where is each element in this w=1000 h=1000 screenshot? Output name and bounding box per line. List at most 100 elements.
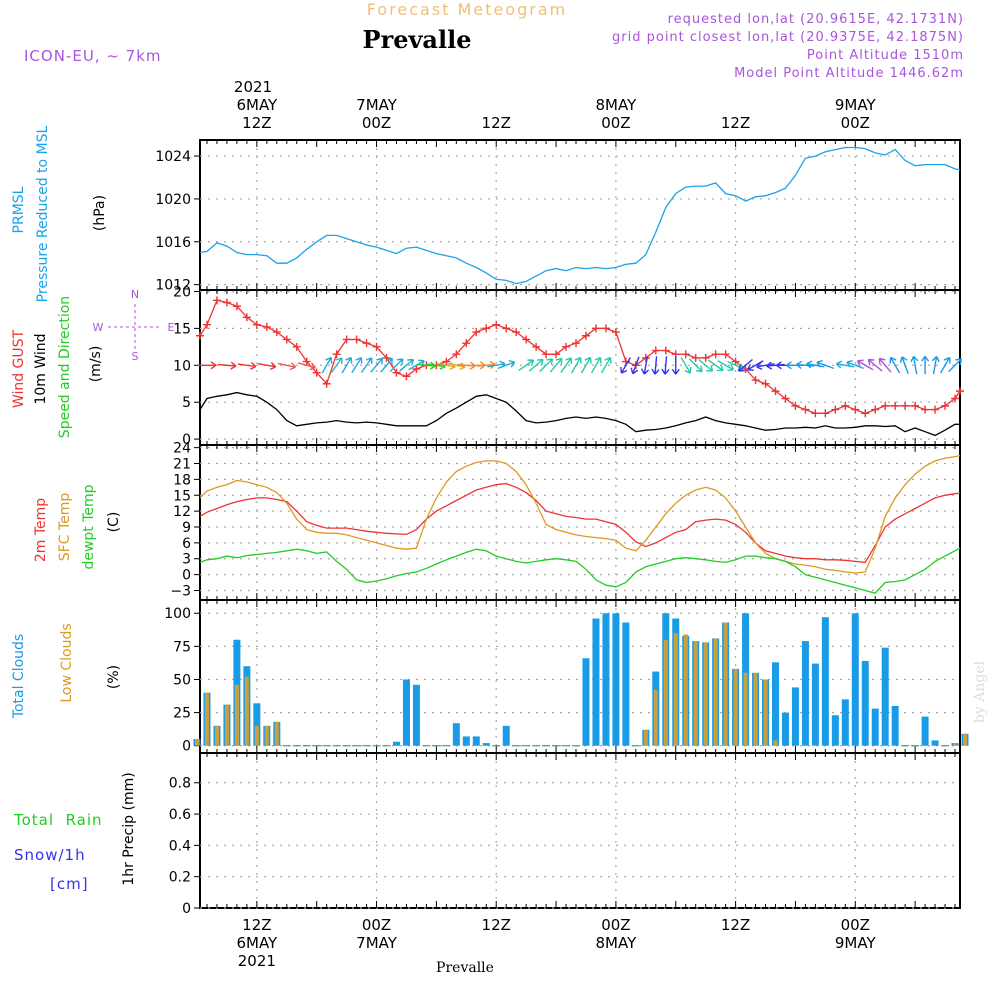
series-line-dewpt-temp — [199, 547, 961, 594]
gust-marker — [262, 322, 271, 331]
low-cloud-bar — [953, 743, 958, 746]
top-axis-year: 2021 — [234, 78, 272, 96]
wind-direction-arrow — [217, 361, 237, 370]
total-cloud-bar — [602, 613, 610, 746]
temp-unit-label: (C) — [106, 512, 122, 533]
wind-direction-arrow — [867, 358, 883, 372]
wind-direction-arrow — [688, 358, 703, 373]
wind-direction-arrow — [257, 362, 277, 371]
bottom-axis-hour-label: 00Z — [841, 916, 870, 934]
gust-marker — [542, 350, 551, 359]
wind-direction-arrow — [816, 359, 835, 370]
low-cloud-bar — [264, 725, 269, 746]
total-cloud-bar — [821, 617, 829, 746]
gust-marker — [956, 387, 964, 396]
bottom-axis-day-label: 8MAY — [596, 934, 638, 952]
bottom-axis-day-label: 7MAY — [356, 934, 398, 952]
wind-direction-arrow — [330, 357, 343, 374]
location-title: Prevalle — [363, 25, 472, 54]
total-cloud-bar — [622, 622, 630, 746]
pressure-labels: PRMSL Pressure Reduced to MSL (hPa) — [11, 125, 108, 302]
gust-marker — [232, 302, 241, 311]
wind-direction-arrow — [737, 358, 753, 372]
total-cloud-bar — [462, 736, 470, 746]
gust-marker — [661, 346, 670, 355]
total-cloud-bar — [791, 687, 799, 746]
wind-direction-arrow — [835, 360, 855, 369]
gust-marker — [611, 328, 620, 337]
panel-frame — [199, 752, 961, 909]
total-cloud-bar — [472, 736, 480, 746]
series-line-10m-wind — [199, 391, 960, 437]
total-cloud-bar — [253, 703, 261, 746]
wind-direction-arrow — [549, 357, 563, 373]
wind-direction-arrow — [921, 355, 930, 375]
grid-point-coordinates: grid point closest lon,lat (20.9375E, 42… — [612, 30, 964, 45]
model-point-altitude: Model Point Altitude 1446.62m — [734, 66, 964, 81]
top-axis-hour-label: 00Z — [601, 114, 630, 132]
wind-gust-label: Wind GUST — [11, 329, 27, 408]
gust-marker — [761, 379, 770, 388]
gust-marker — [891, 401, 900, 410]
top-axis-hour-label: 12Z — [242, 114, 271, 132]
y-tick-label: 0 — [182, 901, 191, 917]
gust-marker — [651, 346, 660, 355]
compass-east: E — [168, 321, 175, 334]
total-cloud-bar — [452, 723, 460, 746]
wind-direction-arrow — [237, 361, 257, 370]
gust-marker — [322, 379, 331, 388]
temp-sfc-label: SFC Temp — [57, 493, 73, 562]
y-tick-label: 18 — [173, 472, 191, 488]
total-cloud-bar — [781, 712, 789, 746]
gust-marker — [502, 324, 511, 333]
compass-west: W — [93, 321, 104, 334]
compass-rose: N W E S — [93, 288, 175, 363]
wind-labels: Wind GUST 10m Wind Speed and Direction (… — [11, 288, 175, 438]
y-tick-label: 5 — [182, 395, 191, 411]
precip-axis-label: 1hr Precip (mm) — [121, 772, 137, 885]
gust-marker — [212, 296, 221, 305]
wind-direction-arrow — [351, 357, 363, 374]
wind-unit-label: (m/s) — [88, 346, 104, 383]
low-cloud-bar — [653, 690, 658, 746]
wind-direction-arrow — [671, 356, 680, 375]
series-line-2m-temp — [199, 482, 961, 564]
gust-marker — [681, 350, 690, 359]
gust-marker — [492, 320, 501, 329]
forecast-meteogram-subtitle: Forecast Meteogram — [367, 0, 567, 19]
gust-marker — [562, 342, 571, 351]
y-tick-label: 12 — [173, 504, 191, 520]
low-cloud-bar — [962, 733, 967, 746]
wind-direction-arrow — [680, 357, 692, 374]
gust-marker — [382, 353, 391, 362]
total-cloud-bar — [582, 658, 590, 746]
compass-north: N — [131, 288, 139, 301]
wind-direction-arrow — [939, 356, 951, 374]
gust-marker — [941, 401, 950, 410]
precip-labels: Total Rain Snow/1h [cm] 1hr Precip (mm) — [13, 772, 137, 893]
low-cloud-bar — [204, 692, 209, 746]
wind-direction-arrow — [620, 357, 631, 374]
gust-marker — [292, 342, 301, 351]
y-tick-label: 0 — [182, 739, 191, 755]
low-cloud-bar — [673, 633, 678, 746]
pressure-panel: 1012 1016 1020 1024 — [155, 139, 961, 294]
y-tick-label: 0 — [182, 432, 191, 448]
gust-marker — [801, 405, 810, 414]
y-tick-label: 25 — [173, 706, 191, 722]
bottom-axis-day-label: 6MAY — [236, 934, 278, 952]
y-tick-label: −3 — [170, 583, 191, 599]
y-tick-label: 6 — [182, 536, 191, 552]
footer-location: Prevalle — [436, 960, 494, 976]
wind-direction-arrow — [560, 357, 572, 374]
low-cloud-bar — [214, 725, 219, 746]
gust-marker — [791, 401, 800, 410]
wind-direction-arrow — [528, 358, 544, 372]
low-cloud-bar — [743, 672, 748, 746]
gust-marker — [202, 320, 211, 329]
gust-marker — [472, 328, 481, 337]
wind-speed-dir-label: Speed and Direction — [57, 296, 73, 438]
gust-marker — [252, 320, 261, 329]
